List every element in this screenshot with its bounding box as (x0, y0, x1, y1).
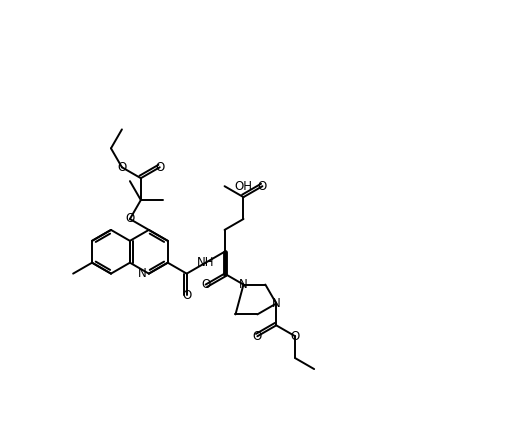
Text: N: N (138, 267, 147, 280)
Text: O: O (125, 213, 135, 226)
Text: O: O (290, 330, 300, 343)
Text: O: O (252, 330, 262, 343)
Text: O: O (201, 278, 210, 291)
Text: O: O (117, 161, 127, 174)
Text: O: O (182, 289, 191, 302)
Text: OH: OH (235, 180, 252, 193)
Text: N: N (272, 297, 281, 310)
Text: O: O (258, 180, 267, 193)
Text: NH: NH (197, 256, 215, 269)
Text: N: N (239, 278, 248, 291)
Text: O: O (155, 161, 165, 174)
